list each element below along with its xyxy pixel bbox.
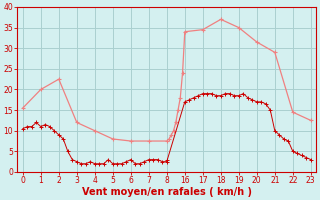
X-axis label: Vent moyen/en rafales ( km/h ): Vent moyen/en rafales ( km/h ): [82, 187, 252, 197]
